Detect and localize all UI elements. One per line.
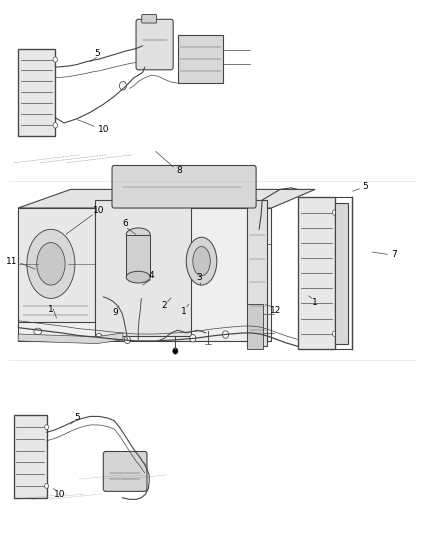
Text: 1: 1: [181, 307, 187, 316]
Polygon shape: [18, 333, 123, 344]
Text: 1: 1: [312, 298, 318, 307]
Ellipse shape: [27, 229, 75, 298]
FancyBboxPatch shape: [142, 14, 156, 23]
FancyBboxPatch shape: [127, 235, 150, 277]
Circle shape: [124, 336, 131, 344]
Text: 5: 5: [362, 182, 368, 191]
FancyBboxPatch shape: [18, 208, 95, 322]
Text: 2: 2: [162, 301, 167, 310]
Circle shape: [332, 210, 337, 215]
Circle shape: [45, 425, 49, 430]
FancyBboxPatch shape: [14, 415, 46, 498]
FancyBboxPatch shape: [335, 203, 348, 344]
Text: 8: 8: [177, 166, 183, 175]
Circle shape: [53, 57, 57, 62]
Ellipse shape: [186, 237, 217, 285]
Text: 10: 10: [54, 489, 65, 498]
Circle shape: [173, 348, 178, 354]
Ellipse shape: [37, 243, 65, 285]
Text: 10: 10: [98, 125, 109, 134]
Circle shape: [45, 483, 49, 488]
Text: 1: 1: [48, 304, 54, 313]
Text: 6: 6: [122, 220, 128, 229]
Ellipse shape: [126, 271, 150, 283]
FancyBboxPatch shape: [247, 304, 263, 349]
Circle shape: [332, 331, 337, 336]
Text: 5: 5: [94, 50, 99, 58]
Polygon shape: [18, 189, 315, 208]
FancyBboxPatch shape: [103, 451, 147, 491]
Text: 12: 12: [270, 305, 282, 314]
FancyBboxPatch shape: [177, 35, 223, 83]
FancyBboxPatch shape: [297, 197, 335, 349]
FancyBboxPatch shape: [18, 49, 55, 136]
FancyBboxPatch shape: [136, 19, 173, 70]
Circle shape: [190, 335, 196, 342]
Text: 9: 9: [113, 308, 118, 317]
Text: 7: 7: [391, 251, 396, 260]
FancyBboxPatch shape: [247, 200, 267, 346]
Text: 11: 11: [6, 257, 18, 265]
Text: 10: 10: [93, 206, 105, 215]
Ellipse shape: [126, 228, 150, 241]
FancyBboxPatch shape: [112, 165, 256, 208]
Ellipse shape: [34, 328, 42, 335]
Text: 5: 5: [74, 413, 80, 422]
Circle shape: [120, 82, 127, 90]
Circle shape: [96, 334, 102, 341]
Text: 4: 4: [148, 271, 154, 280]
Circle shape: [53, 123, 57, 128]
Circle shape: [223, 331, 229, 338]
Ellipse shape: [193, 247, 210, 276]
FancyBboxPatch shape: [95, 200, 191, 336]
FancyBboxPatch shape: [18, 208, 272, 341]
Text: 3: 3: [197, 273, 202, 281]
